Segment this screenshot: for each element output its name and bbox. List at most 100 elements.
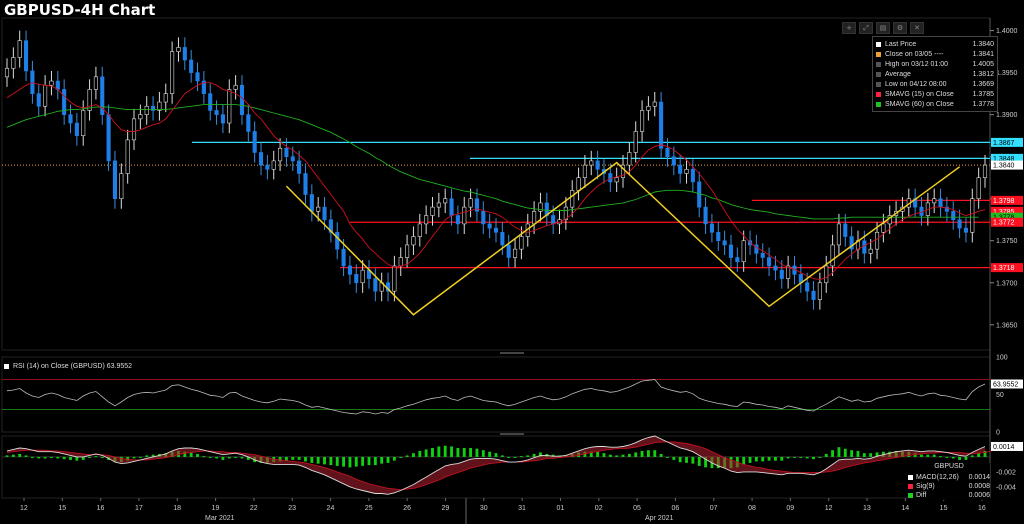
candle [627,152,632,166]
candle [455,215,460,225]
candle [322,206,327,221]
macd-legend-header: GBPUSD [934,463,964,470]
macd-diff-bar [367,456,371,466]
candle [779,269,784,279]
price-panel [1,17,991,351]
macd-diff-bar [202,456,206,458]
candle [519,236,524,250]
macd-diff-bar [837,447,841,457]
layout-icon[interactable]: ▤ [876,22,890,34]
candle [265,164,270,170]
candle [767,257,772,267]
macd-diff-bar [539,452,542,457]
candle [728,244,734,258]
macd-diff-bar [418,450,422,457]
x-tick-label: 25 [365,505,373,512]
macd-diff-bar [196,453,199,457]
macd-diff-bar [5,455,9,457]
trendline [285,161,961,316]
macd-diff-bar [646,450,650,457]
candle [17,40,22,58]
candle [392,265,397,292]
macd-value-label: 0.0014 [993,444,1015,451]
x-tick-label: 30 [480,505,488,512]
candle [93,76,98,90]
macd-diff-bar [488,451,492,457]
x-tick-label: 16 [97,505,105,512]
expand-icon[interactable]: ⤢ [859,22,873,34]
macd-diff-bar [62,456,66,460]
candle [74,122,79,136]
macd-diff-bar [773,456,777,461]
macd-diff-bar [856,450,860,457]
price-label-bg [991,217,1023,227]
macd-diff-bar [50,456,53,458]
candle [938,198,943,208]
price-label: 1.3867 [993,140,1015,147]
candle [119,173,124,200]
rsi-legend-label: RSI (14) on Close (GBPUSD) 63.9552 [13,363,133,370]
candle [830,244,835,267]
rsi-value-bg [991,379,1023,389]
x-tick-label: 31 [518,505,526,512]
macd-diff-bar [494,453,498,457]
candle [11,57,16,69]
candle [722,240,727,246]
price-label: 1.3718 [993,265,1015,272]
legend-swatch [876,91,881,97]
candle [328,219,333,233]
macd-diff-bar [983,450,987,457]
macd-diff-bar [138,456,142,458]
macd-tick-label: -0.002 [996,469,1016,476]
macd-diff-bar [481,450,485,457]
candle [335,232,340,250]
macd-diff-bar [596,451,600,457]
x-tick-label: 01 [556,505,564,512]
candle [252,131,257,153]
x-tick-label: 17 [135,505,143,512]
price-label-bg [991,212,1023,222]
macd-diff-bar [75,456,79,461]
macd-diff-bar [932,454,936,457]
macd-diff-bar [132,456,136,459]
legend-swatch [876,71,881,77]
add-icon[interactable]: + [842,22,856,34]
legend-item-average: Average 1.3812 [876,69,994,79]
candle [563,206,568,221]
legend-item-diff: Diff 0.0006 [908,491,990,500]
candle [131,118,137,141]
x-tick-label: 22 [250,505,258,512]
legend-swatch [876,41,881,47]
rsi-tick-label: 50 [996,392,1004,399]
rsi-swatch [4,364,9,369]
candle [671,156,676,166]
candle [138,114,143,120]
macd-diff-bar [88,456,91,458]
candle [576,177,581,191]
candle [398,257,403,267]
close-icon[interactable]: ✕ [910,22,924,34]
price-label: 1.3772 [993,220,1015,227]
candle [360,269,365,284]
macd-diff-bar [627,453,631,457]
candle [55,80,60,90]
candle [659,101,664,149]
candle [512,248,518,258]
candle [4,68,10,78]
x-tick-label: 23 [288,505,296,512]
candle [201,80,206,94]
macd-diff-bar [475,448,479,457]
candle [87,89,92,111]
candle [817,282,822,300]
candle [163,93,168,103]
x-tick-label: 19 [212,505,220,512]
candle [182,47,187,61]
macd-diff-bar [399,456,403,458]
price-label: 1.3848 [993,156,1015,163]
macd-diff-bar [246,456,250,460]
macd-diff-bar [500,455,504,457]
settings-icon[interactable]: ⚙ [893,22,907,34]
candle [551,215,556,225]
macd-diff-bar [672,456,676,460]
candle [233,84,238,90]
